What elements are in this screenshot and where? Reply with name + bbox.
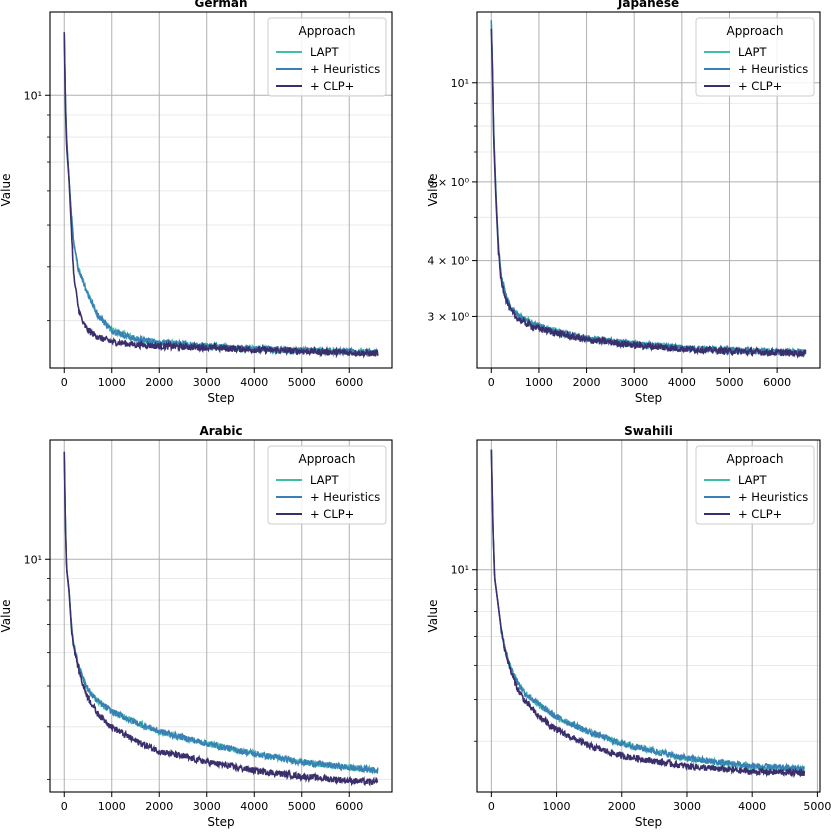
x-axis-label: Step <box>207 391 234 405</box>
axes-frame <box>476 439 821 793</box>
x-tick-label: 5000 <box>715 376 743 389</box>
legend-label: + Heuristics <box>310 62 380 76</box>
legend-label: + CLP+ <box>310 79 354 93</box>
legend-label: + CLP+ <box>310 507 354 521</box>
legend-label: + CLP+ <box>738 79 782 93</box>
panel-title: Swahili <box>624 424 673 438</box>
legend-label: LAPT <box>310 473 339 487</box>
x-tick-label: 2000 <box>145 376 173 389</box>
series-line-heuristics <box>490 449 805 773</box>
legend-box <box>695 445 815 525</box>
x-tick-label: 5000 <box>288 800 316 813</box>
y-axis-label: Value <box>0 174 13 207</box>
panel-swahili: 10¹ 0 1000 2000 3000 4000 5000 Swahili Step Value… <box>426 424 831 829</box>
legend-label: + Heuristics <box>310 490 380 504</box>
legend-title: Approach <box>726 24 783 38</box>
x-tick-label: 3000 <box>673 800 701 813</box>
x-tick-label: 0 <box>61 376 68 389</box>
x-tick-label: 5000 <box>803 800 831 813</box>
x-tick-label: 4000 <box>738 800 766 813</box>
series-line-clp <box>63 32 379 359</box>
panel-title: Arabic <box>199 424 242 438</box>
x-axis-label: Step <box>635 815 662 829</box>
legend-title: Approach <box>726 452 783 466</box>
x-axis-label: Step <box>635 391 662 405</box>
x-tick-label: 2000 <box>608 800 636 813</box>
legend-label: + Heuristics <box>738 62 808 76</box>
series-line-clp <box>490 449 806 779</box>
y-tick-label: 10¹ <box>451 77 469 90</box>
legend-label: LAPT <box>310 45 339 59</box>
legend-box <box>267 445 387 525</box>
y-axis-label: Value <box>426 600 440 633</box>
x-tick-label: 1000 <box>525 376 553 389</box>
axes-frame <box>476 11 821 369</box>
x-tick-label: 2000 <box>573 376 601 389</box>
legend-label: + Heuristics <box>738 490 808 504</box>
y-tick-label: 6 × 10⁰ <box>427 176 469 189</box>
series-line-heuristics <box>63 451 379 775</box>
x-tick-label: 4000 <box>668 376 696 389</box>
panel-japanese: 3 × 10⁰ 4 × 10⁰ 6 × 10⁰ 10¹ 0 1000 2000 3000 400… <box>426 0 821 405</box>
y-tick-label: 4 × 10⁰ <box>427 255 469 268</box>
x-tick-label: 4000 <box>240 800 268 813</box>
legend-title: Approach <box>298 452 355 466</box>
series-group <box>63 451 379 787</box>
legend-box <box>695 17 815 97</box>
panel-title: German <box>194 0 247 10</box>
x-tick-label: 4000 <box>240 376 268 389</box>
x-tick-label: 3000 <box>620 376 648 389</box>
y-tick-label: 10¹ <box>24 89 42 102</box>
y-tick-label: 10¹ <box>451 564 469 577</box>
x-tick-label: 1000 <box>543 800 571 813</box>
x-tick-label: 6000 <box>763 376 791 389</box>
legend: Approach LAPT + Heuristics + CLP+ <box>267 445 387 525</box>
x-tick-label: 0 <box>488 800 495 813</box>
legend-label: + CLP+ <box>738 507 782 521</box>
x-tick-label: 3000 <box>193 800 221 813</box>
axes-frame <box>49 439 393 793</box>
series-group <box>490 449 806 779</box>
legend-box <box>267 17 387 97</box>
legend-label: LAPT <box>738 473 767 487</box>
x-tick-label: 0 <box>61 800 68 813</box>
x-tick-label: 6000 <box>335 376 363 389</box>
x-tick-label: 2000 <box>145 800 173 813</box>
axes-frame <box>49 11 393 369</box>
y-axis-label: Value <box>0 600 13 633</box>
series-group <box>490 20 807 359</box>
legend-title: Approach <box>298 24 355 38</box>
y-tick-label: 3 × 10⁰ <box>427 310 469 323</box>
panel-title: Japanese <box>617 0 679 10</box>
series-group <box>63 32 379 359</box>
legend-label: LAPT <box>738 45 767 59</box>
x-tick-label: 1000 <box>98 376 126 389</box>
x-tick-label: 3000 <box>193 376 221 389</box>
x-tick-label: 5000 <box>288 376 316 389</box>
x-tick-label: 0 <box>488 376 495 389</box>
legend: Approach LAPT + Heuristics + CLP+ <box>695 17 815 97</box>
x-tick-label: 1000 <box>98 800 126 813</box>
panel-german: 10¹ 0 1000 2000 3000 4000 5000 6000 German Step Va… <box>0 0 393 405</box>
legend: Approach LAPT + Heuristics + CLP+ <box>695 445 815 525</box>
panel-arabic: 10¹ 0 1000 2000 3000 4000 5000 6000 Arabic Step Va… <box>0 424 393 829</box>
series-line-clp <box>63 451 379 787</box>
series-line-clp <box>490 28 807 359</box>
legend: Approach LAPT + Heuristics + CLP+ <box>267 17 387 97</box>
x-axis-label: Step <box>207 815 234 829</box>
y-tick-label: 10¹ <box>24 553 42 566</box>
x-tick-label: 6000 <box>335 800 363 813</box>
y-axis-label: Value <box>426 174 440 207</box>
